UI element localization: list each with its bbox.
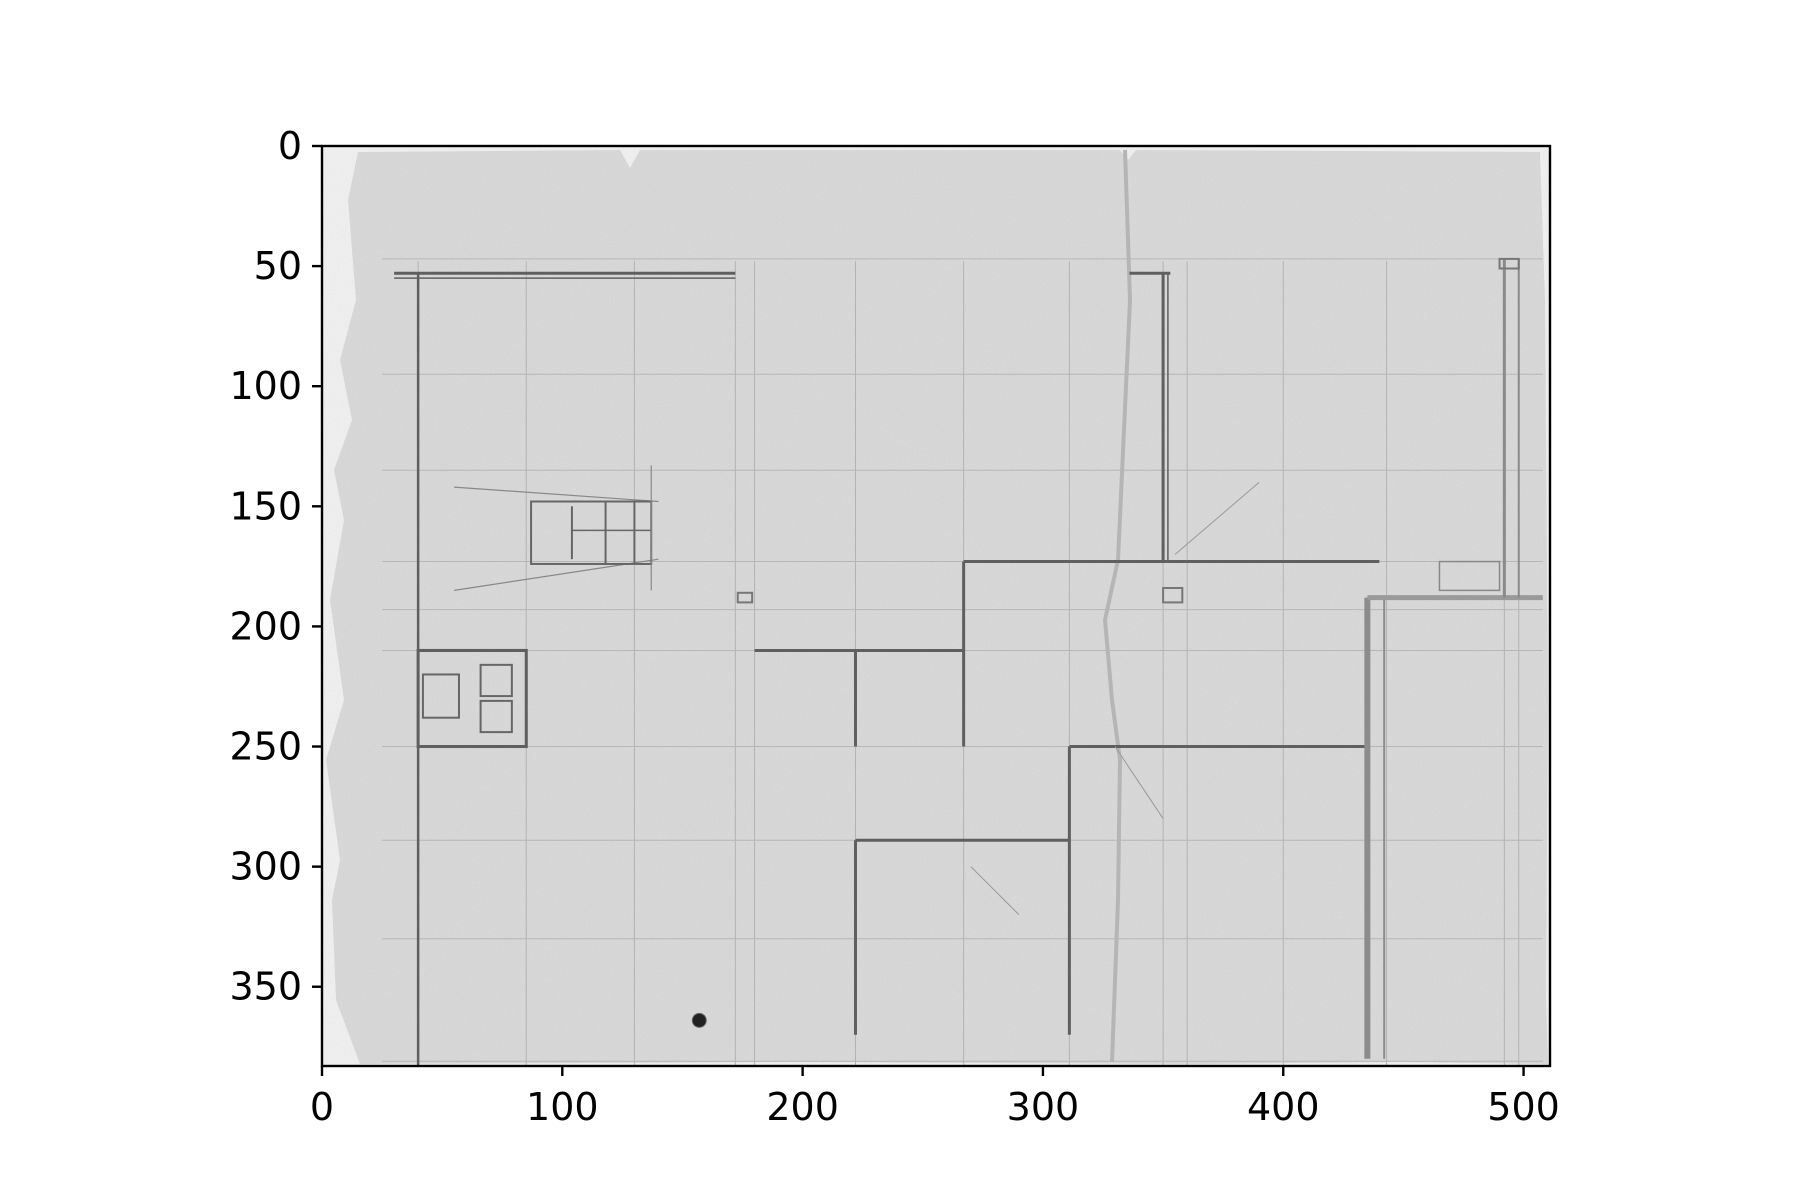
column-marker bbox=[1162, 586, 1184, 604]
door-swing bbox=[1174, 481, 1260, 555]
column-marker bbox=[1498, 257, 1520, 270]
fold-crease bbox=[1102, 149, 1133, 1063]
stair-sketch bbox=[1438, 560, 1501, 592]
window-box bbox=[421, 673, 460, 719]
sketch-line bbox=[454, 486, 659, 503]
x-tick-label: 0 bbox=[310, 1085, 334, 1129]
x-axis: 0 100 200 300 400 500 bbox=[310, 1066, 1560, 1129]
door-swing bbox=[1114, 746, 1164, 819]
y-tick-label: 250 bbox=[229, 725, 302, 769]
x-tick-label: 200 bbox=[766, 1085, 839, 1129]
window-box bbox=[479, 699, 513, 734]
y-tick-label: 150 bbox=[229, 484, 302, 528]
x-tick-label: 500 bbox=[1487, 1085, 1560, 1129]
room-outline bbox=[416, 648, 528, 749]
y-tick-label: 200 bbox=[229, 604, 302, 648]
x-tick-label: 400 bbox=[1247, 1085, 1320, 1129]
floor-plan-image bbox=[322, 146, 1550, 1066]
y-axis: 0 50 100 150 200 250 300 350 bbox=[229, 124, 322, 1009]
y-tick-label: 100 bbox=[229, 364, 302, 408]
door-swing bbox=[970, 866, 1020, 916]
y-tick-label: 0 bbox=[278, 124, 302, 168]
x-tick-label: 300 bbox=[1007, 1085, 1080, 1129]
y-tick-label: 50 bbox=[254, 244, 302, 288]
x-tick-label: 100 bbox=[526, 1085, 599, 1129]
axes-frame bbox=[320, 144, 1552, 1068]
y-tick-label: 350 bbox=[229, 965, 302, 1009]
window-box bbox=[479, 663, 513, 698]
ink-spot bbox=[691, 1012, 707, 1028]
y-tick-label: 300 bbox=[229, 845, 302, 889]
column-marker bbox=[736, 591, 754, 604]
